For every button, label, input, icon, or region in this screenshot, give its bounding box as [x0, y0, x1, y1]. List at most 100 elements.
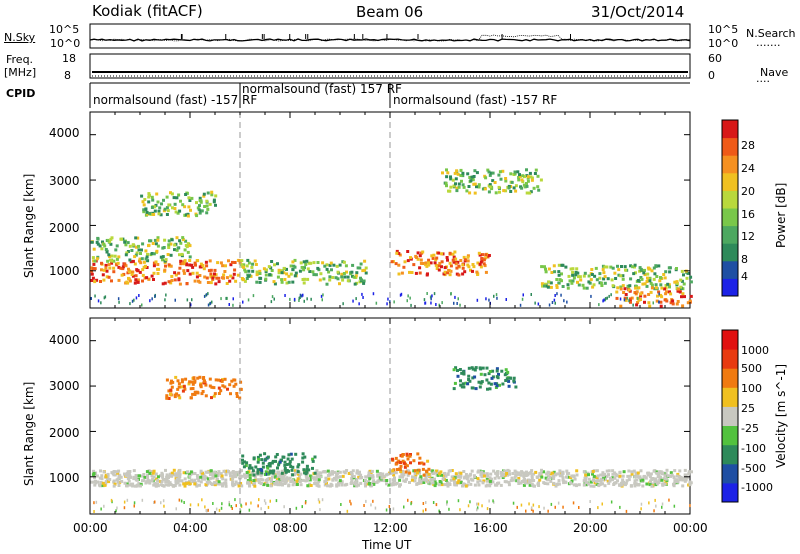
velocity-noise-cell: [425, 508, 427, 512]
power-cell: [198, 196, 202, 200]
power-cell: [602, 277, 606, 281]
power-cell: [198, 204, 201, 208]
power-noise-cell: [203, 294, 206, 298]
velocity-cell: [333, 470, 337, 474]
power-cell: [340, 272, 344, 276]
velocity-cell: [477, 483, 481, 487]
velocity-cell: [459, 379, 462, 383]
velocity-cell: [524, 471, 528, 475]
velocity-cell: [93, 476, 96, 480]
velocity-cell: [223, 377, 227, 381]
power-noise-cell: [438, 303, 440, 307]
velocity-cell: [187, 481, 191, 485]
velocity-cell: [505, 480, 509, 484]
velocity-cell: [369, 474, 373, 478]
power-cell: [645, 284, 649, 288]
power-cell: [246, 258, 250, 262]
velocity-cell: [630, 470, 634, 474]
power-cell: [152, 264, 156, 268]
velocity-cell: [552, 470, 556, 474]
power-cell: [653, 287, 657, 291]
velocity-cell: [676, 472, 680, 476]
power-cell: [163, 281, 167, 285]
power-cell: [178, 282, 182, 286]
velocity-cell: [613, 471, 617, 475]
velocity-cell: [524, 474, 528, 477]
power-cell: [208, 259, 212, 263]
velocity-cell: [196, 376, 200, 380]
power-cell: [251, 262, 255, 266]
power-cell: [302, 260, 306, 264]
power-noise-cell: [534, 301, 536, 305]
power-cell: [345, 270, 348, 274]
velocity-cell: [96, 480, 100, 484]
power-cell: [569, 267, 573, 271]
velocity-cell: [266, 483, 270, 487]
power-cell: [654, 283, 658, 287]
power-cell: [289, 264, 293, 268]
power-cell: [156, 263, 160, 266]
power-cell: [156, 200, 160, 204]
power-cell: [449, 264, 453, 268]
power-cell: [636, 301, 640, 304]
power-cell: [642, 271, 646, 275]
power-cell: [91, 267, 95, 270]
power-cell: [621, 277, 625, 281]
velocity-cell: [174, 472, 178, 476]
velocity-noise-cell: [116, 506, 118, 510]
power-colorbar-swatch-1: [722, 260, 738, 279]
power-cell: [351, 263, 355, 267]
velocity-cell: [118, 480, 122, 484]
velocity-cell: [367, 471, 371, 475]
velocity-cell: [305, 467, 309, 471]
velocity-cell: [205, 480, 209, 484]
power-cell: [549, 285, 553, 289]
velocity-cell: [210, 396, 213, 400]
power-noise-cell: [496, 296, 498, 300]
velocity-cell: [494, 483, 498, 487]
velocity-cell: [191, 382, 195, 386]
velocity-cell: [284, 468, 288, 472]
power-cell: [589, 278, 593, 282]
power-cell: [526, 175, 530, 179]
power-cell: [664, 270, 668, 274]
velocity-noise-cell: [425, 501, 427, 504]
power-cell: [581, 283, 585, 287]
velocity-cell: [629, 484, 633, 488]
velocity-cell: [478, 479, 482, 483]
velocity-cell: [276, 470, 280, 474]
velocity-cell: [511, 478, 515, 482]
power-cell: [480, 257, 484, 261]
velocity-cell: [394, 482, 398, 486]
power-cell: [643, 282, 647, 286]
power-cell: [140, 248, 143, 252]
power-cell: [487, 190, 491, 194]
velocity-cell: [495, 375, 499, 379]
power-cell: [328, 275, 332, 279]
power-cell: [576, 280, 579, 284]
velocity-cell: [439, 470, 443, 474]
power-cell: [359, 276, 362, 280]
velocity-cell: [385, 479, 389, 482]
power-cell: [655, 299, 659, 303]
power-cell: [152, 261, 156, 265]
velocity-cell: [626, 474, 630, 478]
power-noise-cell: [226, 296, 228, 300]
velocity-cell: [248, 484, 251, 488]
power-cell: [553, 270, 557, 274]
power-cell: [302, 281, 306, 285]
power-cell: [165, 206, 169, 210]
velocity-cell: [621, 478, 625, 482]
velocity-cell: [557, 482, 561, 486]
power-cell: [540, 282, 544, 286]
velocity-cell: [405, 477, 408, 481]
velocity-cell: [656, 475, 660, 479]
velocity-cell: [459, 481, 463, 484]
velocity-cell: [246, 479, 250, 482]
velocity-cell: [165, 477, 169, 481]
velocity-cell: [95, 474, 99, 478]
velocity-cell: [462, 385, 466, 389]
velocity-cell: [500, 474, 504, 477]
velocity-cell: [503, 473, 507, 477]
power-noise-cell: [209, 301, 212, 305]
